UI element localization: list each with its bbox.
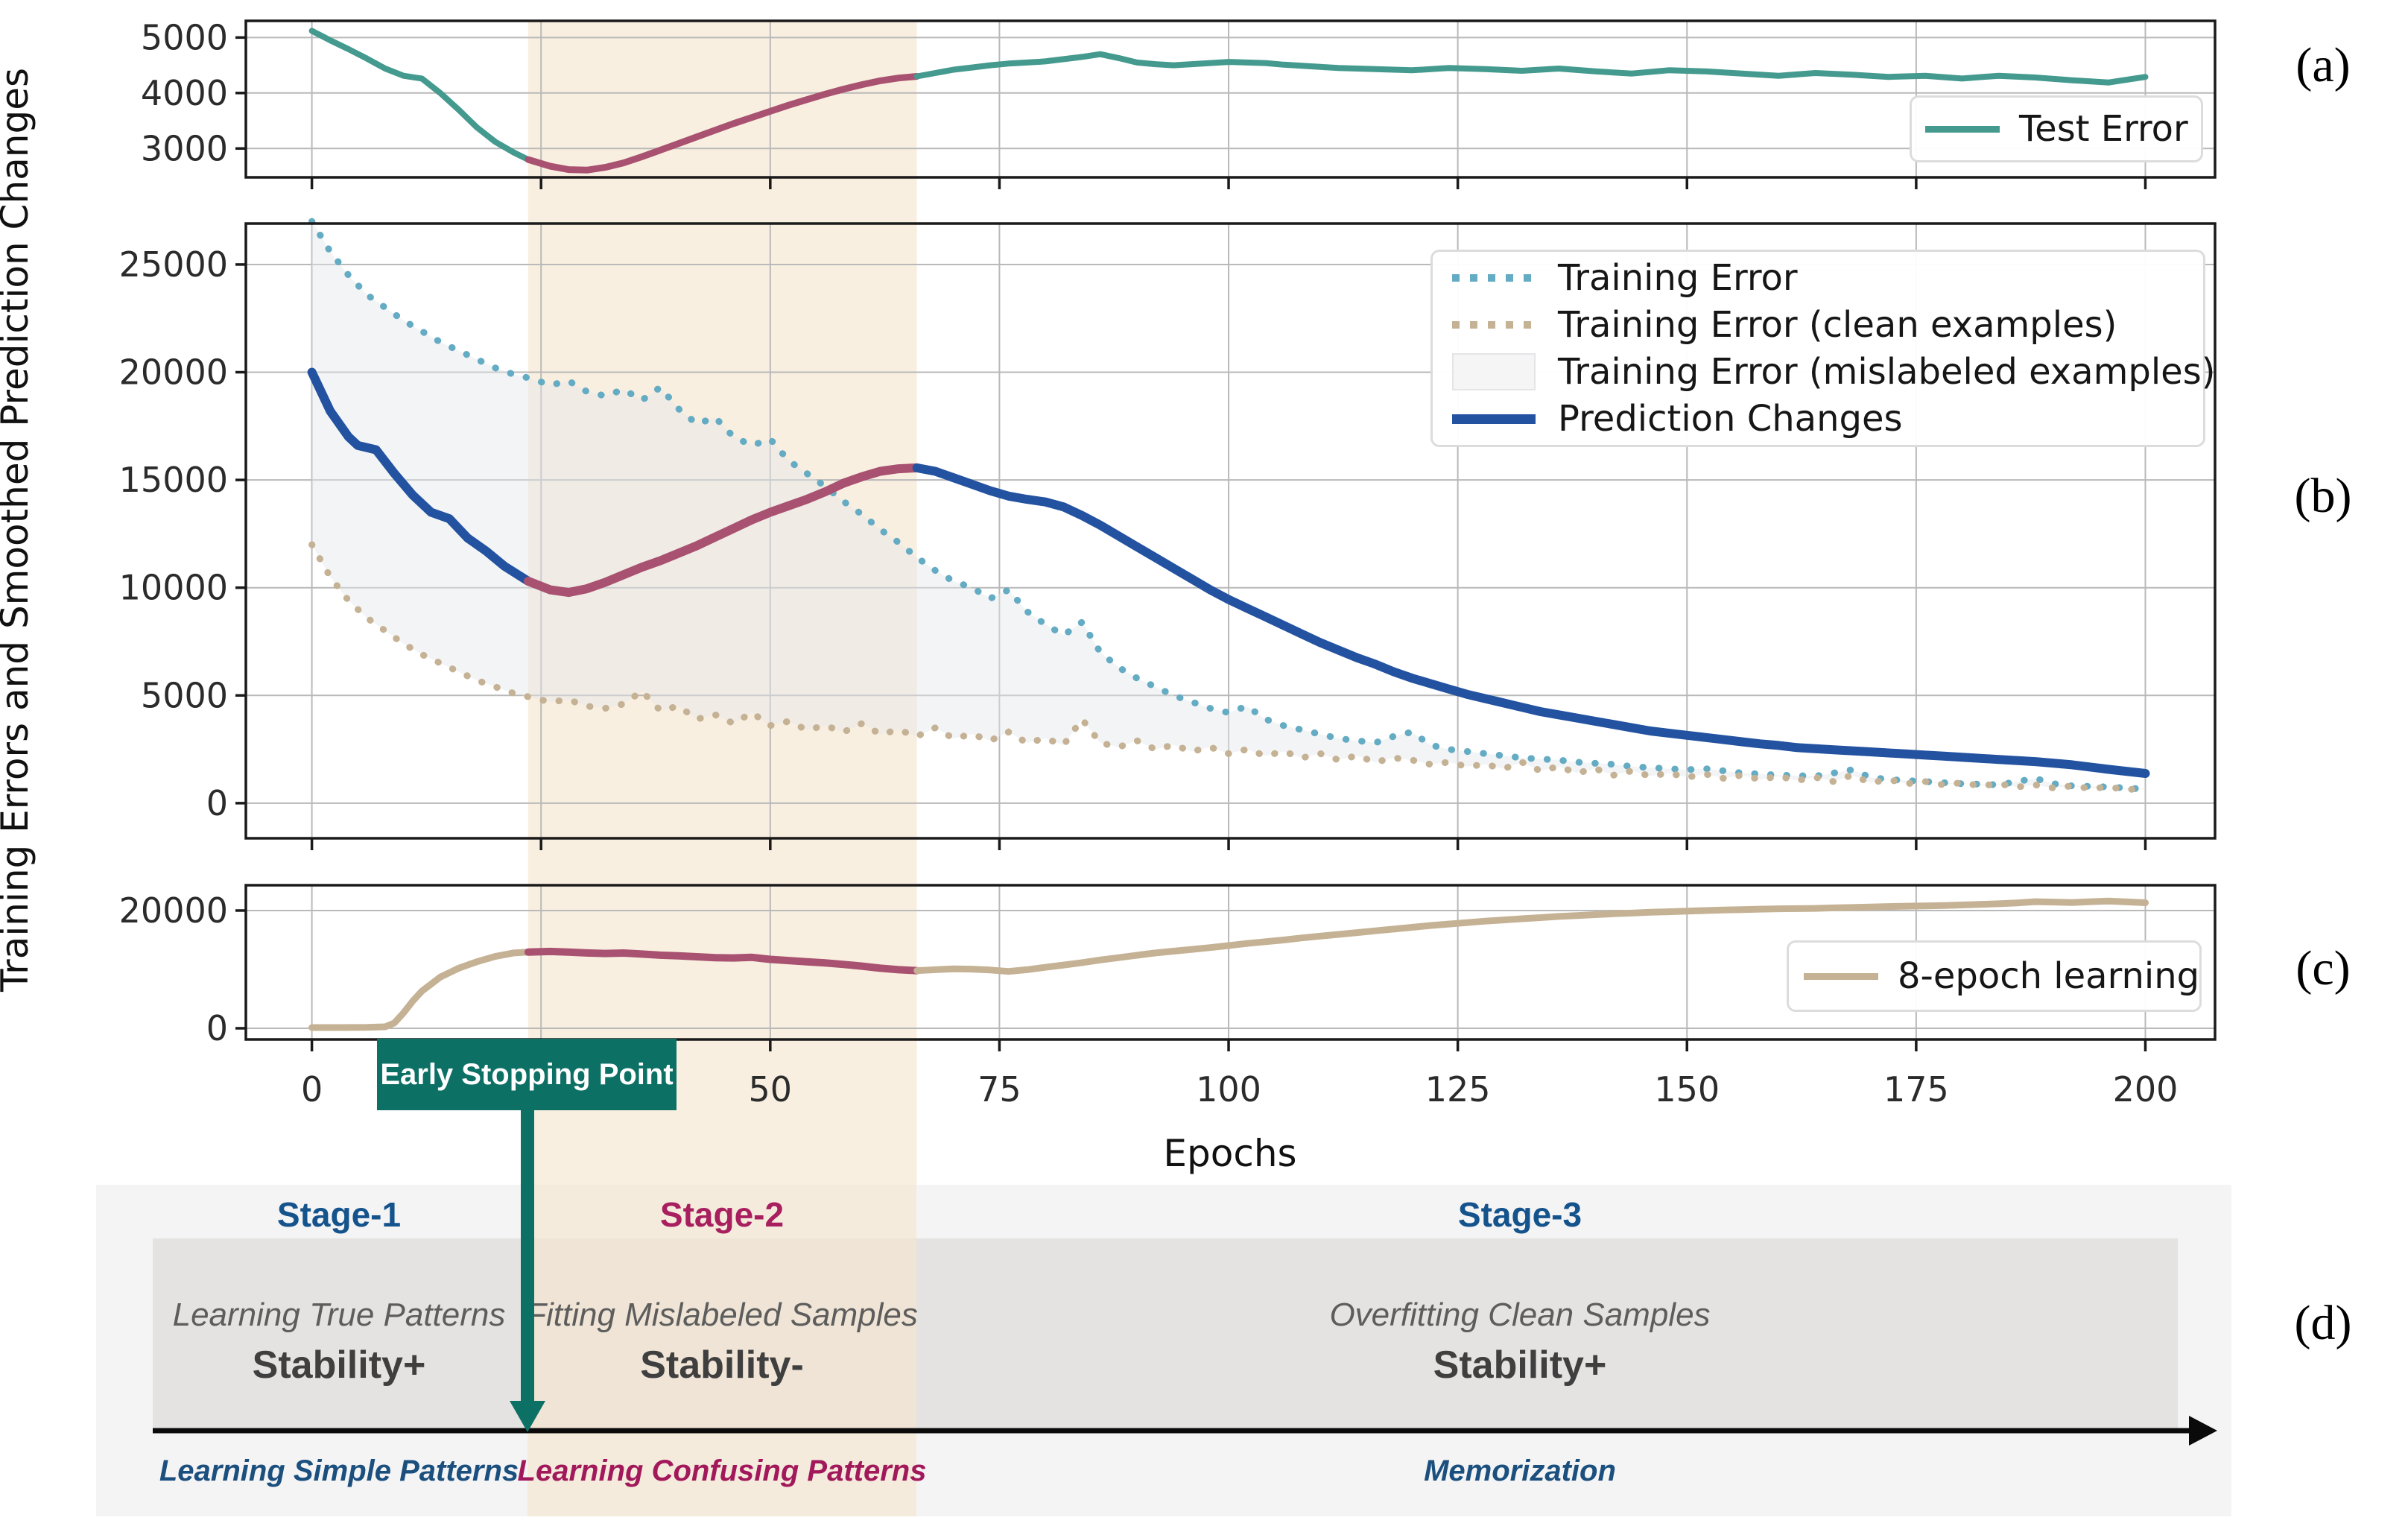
svg-text:5000: 5000	[141, 17, 228, 57]
stage-diagram: Stage-1 Stage-2 Stage-3 Learning True Pa…	[96, 1185, 2231, 1516]
stage3-description: Overfitting Clean Samples	[1329, 1297, 1711, 1333]
panel-letter-c: (c)	[2295, 941, 2351, 996]
eight-epoch-line-sample	[1804, 972, 1878, 980]
svg-text:15000: 15000	[119, 460, 228, 500]
svg-text:100: 100	[1196, 1069, 1261, 1110]
legend-label-mislabeled-error: Training Error (mislabeled examples)	[1558, 351, 2216, 393]
stage2-header: Stage-2	[659, 1195, 785, 1234]
svg-text:25000: 25000	[119, 244, 228, 285]
svg-text:75: 75	[978, 1069, 1021, 1110]
svg-text:10000: 10000	[119, 568, 228, 608]
stage2-bottom-label: Learning Confusing Patterns	[517, 1455, 927, 1487]
svg-text:0: 0	[206, 1008, 228, 1048]
legend-label-8-epoch: 8-epoch learning	[1898, 955, 2200, 997]
legend-label-training-error: Training Error	[1558, 257, 1798, 299]
stage1-bottom-label: Learning Simple Patterns	[159, 1455, 519, 1487]
stage1-description: Learning True Patterns	[172, 1297, 506, 1333]
training-error-dots-sample	[1452, 274, 1536, 282]
svg-text:20000: 20000	[119, 890, 228, 931]
stage3-stability: Stability+	[1433, 1343, 1607, 1387]
x-axis-label: Epochs	[1163, 1132, 1297, 1175]
legend-label-clean-error: Training Error (clean examples)	[1558, 304, 2117, 346]
svg-text:175: 175	[1883, 1069, 1949, 1110]
svg-text:4000: 4000	[141, 73, 228, 113]
svg-text:20000: 20000	[119, 352, 228, 393]
test-error-line-sample	[1925, 125, 2000, 133]
svg-text:150: 150	[1654, 1069, 1720, 1110]
early-stopping-badge: Early Stopping Point	[377, 1039, 677, 1110]
panel-letter-d: (d)	[2294, 1296, 2352, 1350]
prediction-changes-line-sample	[1452, 414, 1536, 424]
stage3-bottom-label: Memorization	[1424, 1455, 1616, 1487]
stage2-stability: Stability-	[640, 1343, 804, 1387]
svg-text:0: 0	[206, 783, 228, 823]
legend-panel-a: Test Error	[1910, 95, 2203, 162]
y-axis-label: Training Errors and Smoothed Prediction …	[0, 67, 37, 993]
legend-row: Prediction Changes	[1452, 398, 2203, 440]
stage1-header: Stage-1	[276, 1195, 402, 1234]
mislabeled-region-patch-sample	[1452, 353, 1536, 390]
stage2-description: Fitting Mislabeled Samples	[526, 1297, 918, 1333]
legend-panel-c: 8-epoch learning	[1787, 940, 2202, 1012]
svg-text:125: 125	[1425, 1069, 1491, 1110]
stage2-highlight-band	[527, 1185, 916, 1516]
panel-letter-b: (b)	[2294, 469, 2352, 523]
svg-text:0: 0	[301, 1069, 323, 1110]
legend-label-prediction-changes: Prediction Changes	[1558, 398, 1903, 440]
stage1-stability: Stability+	[252, 1343, 426, 1387]
clean-error-dots-sample	[1452, 321, 1536, 329]
svg-text:3000: 3000	[141, 128, 228, 168]
legend-row: Training Error (mislabeled examples)	[1452, 351, 2215, 393]
svg-text:5000: 5000	[141, 675, 228, 715]
legend-panel-b: Training Error Training Error (clean exa…	[1430, 250, 2215, 447]
panel-letter-a: (a)	[2295, 38, 2351, 92]
legend-row: Training Error (clean examples)	[1452, 304, 2203, 346]
legend-row: Training Error	[1452, 257, 2203, 299]
svg-text:200: 200	[2113, 1069, 2179, 1110]
legend-label-test-error: Test Error	[2019, 108, 2188, 150]
svg-text:50: 50	[749, 1069, 793, 1110]
stage-diagram-inner-box	[153, 1238, 2178, 1431]
stage3-header: Stage-3	[1457, 1195, 1582, 1234]
